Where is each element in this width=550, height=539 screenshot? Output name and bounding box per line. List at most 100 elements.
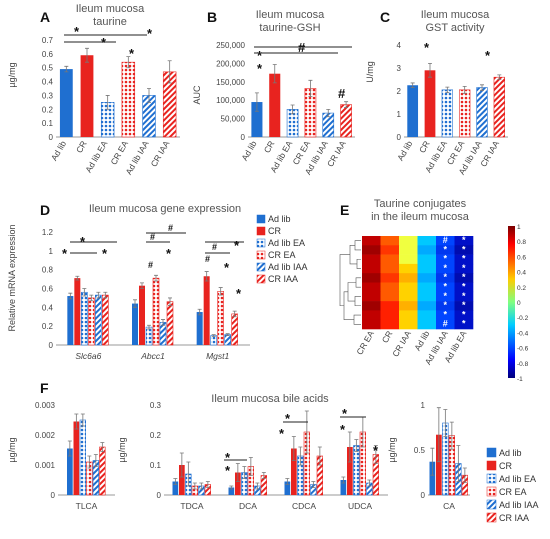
heatmap-cell-r3-c5	[454, 263, 474, 274]
bar-f-tlca-ad-lib-errorbar	[67, 440, 72, 457]
bar-d-abcc1-cr-ea	[152, 277, 160, 346]
legend-f-label-ad-lib-ea: Ad lib EA	[499, 474, 536, 484]
legend-f-swatch-cr-iaa	[486, 512, 497, 523]
bar-f-tdca-cr-iaa-errorbar	[205, 481, 210, 488]
bar-f-udca-ad-lib	[340, 480, 347, 495]
bar-b-cr-iaa-errorbar	[344, 101, 349, 108]
heatmap-cell-r9-c3	[417, 319, 437, 330]
heatmap-cell-r3-c4	[436, 263, 455, 274]
bar-d-slc6a6-cr-iaa	[102, 294, 109, 346]
bar-f-dca-ad-lib-errorbar	[229, 485, 234, 490]
annot-a-2: *	[147, 26, 153, 41]
panel-c-title-line1: Ileum mucosa	[421, 9, 490, 21]
bar-d-slc6a6-ad-lib-ea	[81, 291, 88, 346]
xtick-f-tlca: TLCA	[76, 501, 98, 511]
panel-f: F Ileum mucosa bile acids µg/mg µg/mg µg…	[7, 380, 539, 523]
bar-c-ad-lib	[407, 85, 419, 137]
panel-a-ytick-0: 0	[49, 133, 54, 142]
panel-d-ytick-1: 0.2	[42, 322, 54, 331]
bar-f-dca-ad-lib	[228, 487, 235, 495]
heatmap-cell-r8-c5	[454, 310, 474, 320]
bar-b-cr-ea-errorbar	[308, 79, 313, 97]
panel-letter-b: B	[207, 9, 217, 25]
panel-c-ylabel: U/mg	[365, 61, 375, 83]
bar-d-mgst1-ad-lib-iaa	[224, 334, 231, 346]
bar-a-ad-lib-iaa-errorbar	[147, 88, 151, 103]
panel-a-ytick-6: 0.6	[42, 50, 54, 59]
bar-d-abcc1-cr-errorbar	[140, 282, 144, 289]
bar-f-cdca-cr	[291, 448, 297, 495]
annot-f-4: *	[279, 426, 285, 441]
heatmap-cell-r2-c1	[380, 254, 400, 265]
legend-f-swatch-ad-lib-ea	[486, 473, 497, 484]
heatmap-cell-r2-c3	[417, 254, 437, 265]
heatmap-cell-r8-c1	[380, 310, 400, 320]
annot-b-4: #	[338, 86, 346, 101]
heatmap-cell-r9-c1	[380, 319, 400, 330]
heatmap-mark-aea-2: *	[462, 254, 466, 264]
annot-d-8: #	[205, 254, 210, 264]
bar-b-ad-lib	[251, 102, 263, 137]
bar-a-ad-lib-errorbar	[64, 65, 69, 73]
colorbar-tick-2: 0.6	[517, 254, 526, 261]
panel-c-ytick-2: 2	[397, 87, 402, 96]
heatmap-cell-r7-c3	[417, 301, 437, 311]
heatmap-col-ad-lib: Ad lib	[412, 329, 431, 353]
bar-f-tlca-cr-ea-errorbar	[87, 455, 92, 469]
panel-f-sub0-ytick-2: 0.002	[35, 431, 56, 440]
colorbar-tick-1: 0.8	[517, 239, 526, 246]
heatmap-cell-r9-c2	[399, 319, 418, 330]
bar-f-dca-cr-errorbar	[235, 463, 240, 482]
legend-d-swatch-ad-lib	[256, 214, 266, 224]
bar-b-cr-errorbar	[272, 64, 277, 84]
xtick-d-mgst1: Mgst1	[206, 351, 229, 361]
heatmap-cell-r5-c4	[436, 282, 455, 293]
panel-c-ytick-4: 4	[397, 41, 402, 50]
legend-f-swatch-cr-ea	[486, 486, 497, 497]
panel-d-ylabel: Relative mRNA expression	[7, 224, 17, 331]
panel-f-legend: Ad lib CR Ad lib EA CR EA Ad lib IAA CR IAA	[486, 447, 539, 523]
panel-b-title-line1: Ileum mucosa	[256, 9, 325, 21]
bar-f-tdca-ad-lib	[172, 481, 179, 495]
bar-f-dca-ad-lib-ea-errorbar	[242, 466, 247, 479]
xtick-f-cdca: CDCA	[292, 501, 316, 511]
heatmap-cell-r5-c1	[380, 282, 400, 293]
panel-letter-a: A	[40, 9, 50, 25]
dendrogram-branch-0	[354, 240, 361, 251]
panel-f-sub1-ytick-2: 0.2	[150, 431, 162, 440]
heatmap-cell-r6-c5	[454, 291, 474, 302]
panel-e-title-line2: in the ileum mucosa	[371, 211, 470, 223]
heatmap-cell-r8-c2	[399, 310, 418, 320]
panel-d-ytick-0: 0	[49, 341, 54, 350]
panel-b-ytick-1: 50,000	[221, 115, 246, 124]
legend-d-label-ad-lib-ea: Ad lib EA	[268, 238, 305, 248]
annot-d-4: #	[148, 260, 153, 270]
panel-d-title: Ileum mucosa gene expression	[89, 203, 241, 215]
annot-d-1: *	[62, 246, 68, 261]
panel-a-ytick-4: 0.4	[42, 78, 54, 87]
panel-d-ytick-4: 0.8	[42, 266, 54, 275]
bar-c-cr-iaa	[493, 76, 506, 138]
bar-f-ca-ad-lib	[429, 461, 436, 495]
heatmap-cell-r5-c5	[454, 282, 474, 293]
panel-d-ytick-6: 1.2	[42, 228, 54, 237]
bar-b-ad-lib-ea-errorbar	[290, 104, 295, 115]
annot-d-3: *	[102, 246, 108, 261]
bar-f-cdca-cr-ea-errorbar	[304, 410, 309, 454]
bar-a-cr-iaa-errorbar	[167, 60, 172, 84]
bar-f-tlca-cr-errorbar	[74, 413, 79, 430]
heatmap-cell-r4-c0	[362, 273, 381, 283]
legend-f-label-cr-iaa: CR IAA	[499, 513, 529, 523]
xtick-f-tdca: TDCA	[180, 501, 203, 511]
colorbar-tick-7: -0.4	[517, 330, 529, 337]
annot-f-2: *	[225, 463, 231, 478]
heatmap-cell-r2-c2	[399, 254, 418, 265]
panel-b-ytick-5: 250,000	[216, 41, 245, 50]
bar-f-tlca-cr-iaa	[99, 446, 106, 496]
panel-d-legend: Ad lib CR Ad lib EA CR EA Ad lib IAA CR IAA	[256, 214, 308, 284]
bar-f-dca-cr-ea-errorbar	[248, 457, 253, 476]
bar-d-mgst1-ad-lib-errorbar	[197, 308, 202, 316]
bar-d-abcc1-ad-lib-errorbar	[133, 299, 137, 308]
bar-d-mgst1-ad-lib-ea-errorbar	[211, 334, 216, 337]
